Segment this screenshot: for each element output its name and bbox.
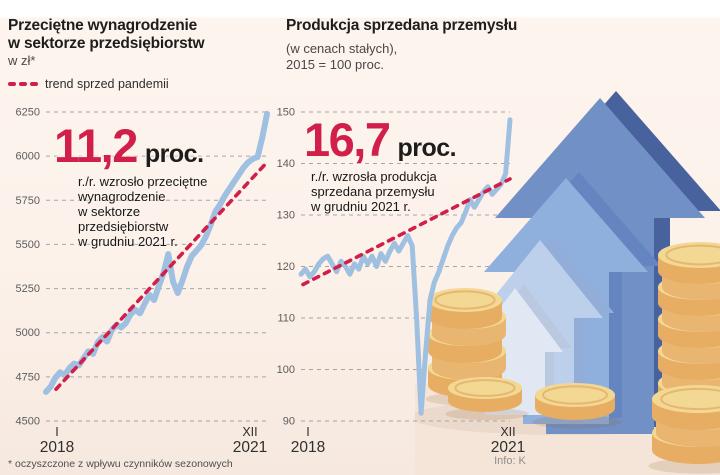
left-caption-line: przedsiębiorstw: [78, 219, 169, 234]
y-tick-label: 5750: [16, 195, 40, 207]
right-x-start-month: I: [306, 425, 310, 439]
y-tick-label: 5250: [16, 283, 40, 295]
coin-ring: [542, 385, 608, 405]
y-tick-label: 130: [277, 210, 295, 222]
right-annotation-number: 16,7 proc.: [304, 113, 457, 166]
left-caption-line: r./r. wzrosło przeciętne: [78, 174, 208, 189]
trend-line: [54, 160, 269, 392]
y-tick-label: 110: [277, 313, 295, 325]
right-x-axis-end-label: XII 2021: [486, 426, 530, 457]
trend-legend-label: trend sprzed pandemii: [45, 77, 169, 91]
trend-dash: [19, 82, 27, 86]
y-tick-label: 100: [277, 364, 295, 376]
trend-line: [301, 177, 512, 287]
left-x-start-year: 2018: [39, 439, 75, 456]
right-caption-line: w grudniu 2021 r.: [311, 199, 411, 214]
trend-dash: [8, 82, 16, 86]
houses-coins-illustration: [425, 91, 720, 474]
left-x-axis-start-label: I 2018: [35, 426, 79, 457]
y-tick-label: 120: [277, 261, 295, 273]
footnote: * oczyszczone z wpływu czynników sezonow…: [8, 458, 233, 470]
y-tick-label: 6250: [16, 107, 40, 119]
right-big-number: 16,7: [304, 113, 391, 166]
trend-dash-swatch-icon: [8, 82, 38, 86]
left-big-number: 11,2: [54, 119, 138, 172]
left-caption-line: wynagrodzenie: [78, 189, 166, 204]
right-x-end-year: 2021: [490, 439, 526, 456]
production-chart-lines: [298, 117, 513, 416]
coin-ring: [660, 387, 720, 411]
right-chart-subtitle-line2: 2015 = 100 proc.: [286, 57, 384, 73]
right-x-axis-start-label: I 2018: [286, 426, 330, 457]
coin-ring: [434, 290, 496, 310]
coin-ring: [454, 379, 516, 397]
wages-chart: 6250 6000 5750 5500 5250 5000 4750 4500: [16, 107, 270, 428]
right-chart-subtitle-line1: (w cenach stałych),: [286, 41, 398, 56]
left-chart-subtitle: w zł*: [8, 53, 36, 68]
left-annotation-caption: r./r. wzrosło przeciętne wynagrodzenie w…: [78, 174, 207, 249]
right-caption-line: sprzedana przemysłu: [311, 184, 435, 199]
trend-dash: [30, 82, 38, 86]
left-caption-line: w sektorze: [78, 204, 141, 219]
coin-ring: [665, 244, 720, 266]
left-annotation-number: 11,2 proc.: [54, 119, 204, 172]
left-x-start-month: I: [55, 425, 59, 439]
y-tick-label: 90: [283, 416, 295, 428]
right-big-number-unit: proc.: [397, 134, 457, 162]
left-x-end-month: XII: [242, 425, 258, 439]
coin-stack-shadow: [532, 415, 622, 429]
right-chart-subtitle: (w cenach stałych), 2015 = 100 proc.: [286, 41, 397, 74]
left-chart-title-line1: Przeciętne wynagrodzenie: [8, 17, 198, 34]
left-x-end-year: 2021: [232, 439, 268, 456]
source-credit: Info: K: [494, 455, 526, 467]
series-line: [298, 117, 513, 416]
y-tick-label: 4500: [16, 416, 40, 428]
production-chart-grid: 150 140 130 120 110 100 90: [277, 107, 510, 428]
right-caption-line: r./r. wzrosła produkcja: [311, 169, 437, 184]
left-big-number-unit: proc.: [144, 140, 204, 168]
coin-stack-shadow: [445, 407, 529, 421]
left-chart-title: Przeciętne wynagrodzenie w sektorze prze…: [8, 17, 205, 53]
y-tick-label: 4750: [16, 371, 40, 383]
right-chart-title: Produkcja sprzedana przemysłu: [286, 17, 518, 34]
y-tick-label: 140: [277, 158, 295, 170]
y-tick-label: 5500: [16, 239, 40, 251]
left-chart-title-line2: w sektorze przedsiębiorstw: [8, 34, 205, 52]
trend-legend: trend sprzed pandemii: [8, 77, 169, 91]
y-tick-label: 5000: [16, 327, 40, 339]
right-annotation-caption: r./r. wzrosła produkcja sprzedana przemy…: [311, 169, 437, 214]
right-x-start-year: 2018: [290, 439, 326, 456]
left-x-axis-end-label: XII 2021: [228, 426, 272, 457]
left-caption-line: w grudniu 2021 r.: [78, 234, 178, 249]
right-x-end-month: XII: [500, 425, 516, 439]
y-tick-label: 150: [277, 107, 295, 119]
y-tick-label: 6000: [16, 151, 40, 163]
